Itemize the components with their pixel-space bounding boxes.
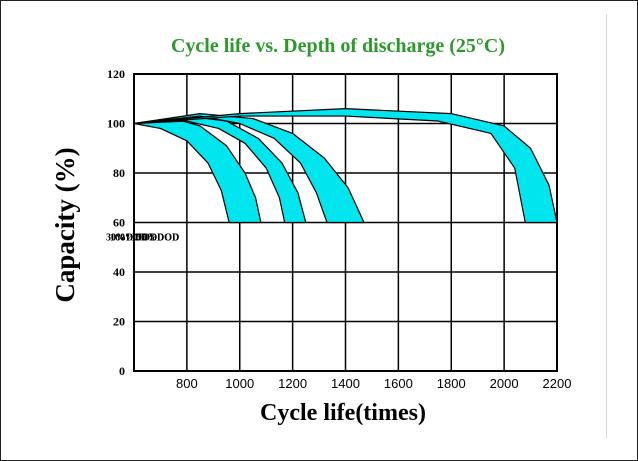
- y-tick-label: 120: [107, 67, 125, 81]
- y-tick-label: 80: [113, 166, 125, 180]
- x-tick-label: 2200: [543, 376, 572, 391]
- x-tick-labels: 800 1000 1200 1400 1600 1800 2000 2200: [176, 376, 571, 391]
- band-label: 30%DOD: [106, 233, 148, 244]
- y-tick-label: 40: [113, 265, 125, 279]
- y-axis-label: Capacity (%): [50, 147, 80, 302]
- x-tick-label: 1800: [437, 376, 466, 391]
- x-tick-label: 800: [176, 376, 198, 391]
- band-label: 100%DOD: [110, 233, 157, 244]
- band-50pct-dod: [133, 113, 365, 224]
- x-tick-label: 1400: [331, 376, 360, 391]
- plot-border: [133, 73, 558, 372]
- x-tick-label: 1200: [278, 376, 307, 391]
- x-axis-label: Cycle life(times): [260, 400, 426, 426]
- y-tick-label: 20: [113, 315, 125, 329]
- band-label: 50%DOD: [137, 233, 179, 244]
- frame-inner-rule: [606, 14, 607, 438]
- x-tick-label: 2000: [490, 376, 519, 391]
- x-tick-label: 1600: [384, 376, 413, 391]
- y-tick-label: 60: [113, 216, 125, 230]
- band-label: 75%DOD: [137, 233, 179, 244]
- dod-bands: [133, 108, 558, 224]
- y-tick-label: 100: [107, 117, 125, 131]
- chart-title: Cycle life vs. Depth of discharge (25°C): [171, 35, 505, 57]
- y-tick-labels: 0 20 40 60 80 100 120: [107, 67, 125, 378]
- y-tick-label: 0: [119, 364, 125, 378]
- band-75pct-dod: [133, 115, 307, 224]
- band-100pct-dod: [133, 117, 262, 224]
- x-tick-label: 1000: [225, 376, 254, 391]
